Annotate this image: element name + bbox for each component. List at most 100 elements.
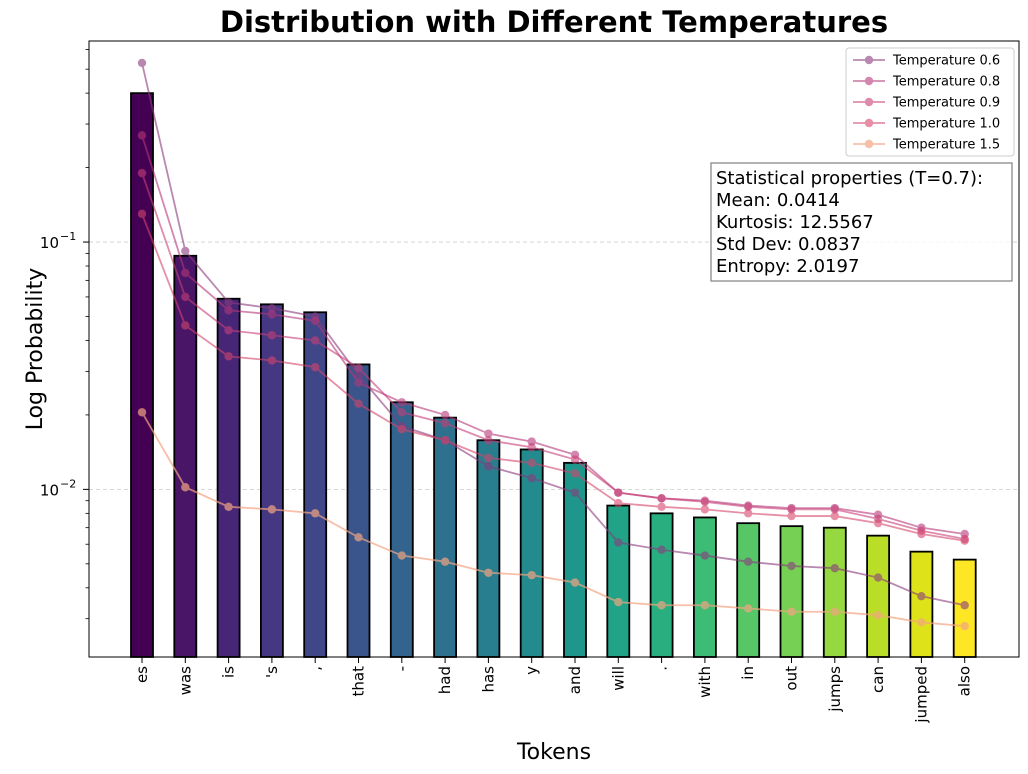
series-point (484, 429, 493, 438)
series-point (181, 292, 190, 302)
y-tick-exponent: −2 (60, 477, 76, 490)
x-tick-label: with (696, 666, 714, 698)
x-tick-label: , (306, 666, 324, 671)
series-point (181, 321, 190, 330)
series-point (440, 436, 450, 445)
legend-entry (853, 76, 885, 86)
x-axis-label: Tokens (516, 740, 591, 765)
series-line (141, 135, 965, 535)
bar-had (433, 416, 458, 658)
legend-entry (853, 55, 885, 65)
series-point (657, 502, 666, 512)
legend-label: Temperature 0.9 (892, 96, 1000, 111)
series-point (744, 509, 753, 518)
series-point (527, 473, 536, 483)
legend-box (845, 47, 1015, 157)
bar-in (736, 522, 761, 658)
series-point (527, 443, 536, 452)
x-tick-label: . (653, 666, 671, 671)
x-tick-label: had (436, 666, 454, 694)
stats-line: Statistical properties (T=0.7): (716, 168, 983, 189)
legend-marker (864, 55, 874, 65)
y-axis-ticks: 10−110−2 (40, 49, 89, 620)
x-tick-label: also (956, 666, 974, 696)
series-point (744, 502, 753, 512)
series-temperature-4 (137, 408, 969, 631)
series-point (181, 268, 190, 278)
series-point (787, 607, 796, 616)
bar-. (649, 512, 674, 658)
series-point (137, 168, 147, 178)
x-tick-label: es (133, 666, 151, 683)
x-tick-label: out (783, 666, 801, 691)
series-point (700, 497, 710, 507)
series-point (787, 561, 796, 571)
legend-entry (853, 97, 885, 107)
stats-line: Entropy: 2.0197 (716, 256, 859, 277)
legend: Temperature 0.6 Temperature 0.8 Temperatur… (845, 47, 1015, 157)
x-tick-label: has (479, 666, 497, 693)
series-point (917, 618, 926, 627)
legend-marker (864, 118, 874, 128)
series-point (354, 378, 363, 387)
series-point (354, 399, 363, 408)
x-tick-label: jumps (826, 666, 844, 713)
series-point (657, 545, 666, 554)
stats-annotation-box: Statistical properties (T=0.7):Mean: 0.0… (710, 162, 1013, 282)
series-point (224, 326, 233, 335)
series-point (614, 498, 623, 508)
series-point (311, 509, 320, 518)
series-point (267, 356, 277, 365)
series-point (484, 568, 493, 577)
series-point (657, 494, 666, 503)
y-tick-exponent: −1 (60, 230, 76, 243)
x-tick-label: 's (263, 666, 281, 678)
stats-line: Kurtosis: 12.5567 (716, 212, 874, 233)
bar-with (693, 516, 717, 658)
x-tick-label: is (220, 666, 238, 678)
series-point (267, 304, 277, 313)
series-point (224, 306, 233, 315)
series-line (141, 411, 965, 627)
x-axis-ticks: es was is 's, that - had has y and will. with in out j… (133, 657, 974, 724)
series-point (397, 425, 406, 434)
series-point (354, 533, 363, 542)
bar-- (389, 401, 414, 658)
series-point (700, 601, 710, 610)
x-tick-label: was (176, 666, 194, 695)
series-point (484, 462, 493, 471)
series-line (141, 62, 965, 607)
series-point (700, 551, 710, 560)
series-point (137, 58, 147, 68)
legend-label: Temperature 0.6 (892, 54, 1000, 69)
series-point (960, 621, 969, 631)
series-point (181, 483, 190, 492)
legend-entry (853, 118, 885, 128)
series-point (440, 410, 450, 420)
legend-label: Temperature 1.0 (892, 117, 1000, 132)
legend-label: Temperature 0.8 (892, 75, 1000, 90)
plot-frame (88, 40, 1020, 658)
series-point (397, 398, 406, 407)
series-point (267, 331, 277, 340)
x-tick-label: that (350, 666, 368, 697)
series-point (657, 601, 666, 610)
series-point (181, 246, 190, 256)
series-point (354, 370, 363, 380)
series-point (830, 505, 839, 514)
legend-label: Temperature 1.5 (892, 138, 1000, 153)
series-point (700, 505, 710, 514)
legend-entry (853, 139, 885, 149)
series-point (397, 408, 406, 417)
chart-title: Distribution with Different Temperatures (220, 5, 888, 39)
series-point (484, 453, 493, 463)
series-point (570, 488, 580, 497)
x-tick-label: y (523, 666, 541, 675)
stats-line: Mean: 0.0414 (716, 190, 840, 211)
stats-box (710, 162, 1013, 282)
y-tick-label: 10 (40, 481, 59, 499)
x-tick-label: in (739, 666, 757, 680)
x-tick-label: jumped (912, 666, 930, 724)
series-point (440, 557, 450, 566)
